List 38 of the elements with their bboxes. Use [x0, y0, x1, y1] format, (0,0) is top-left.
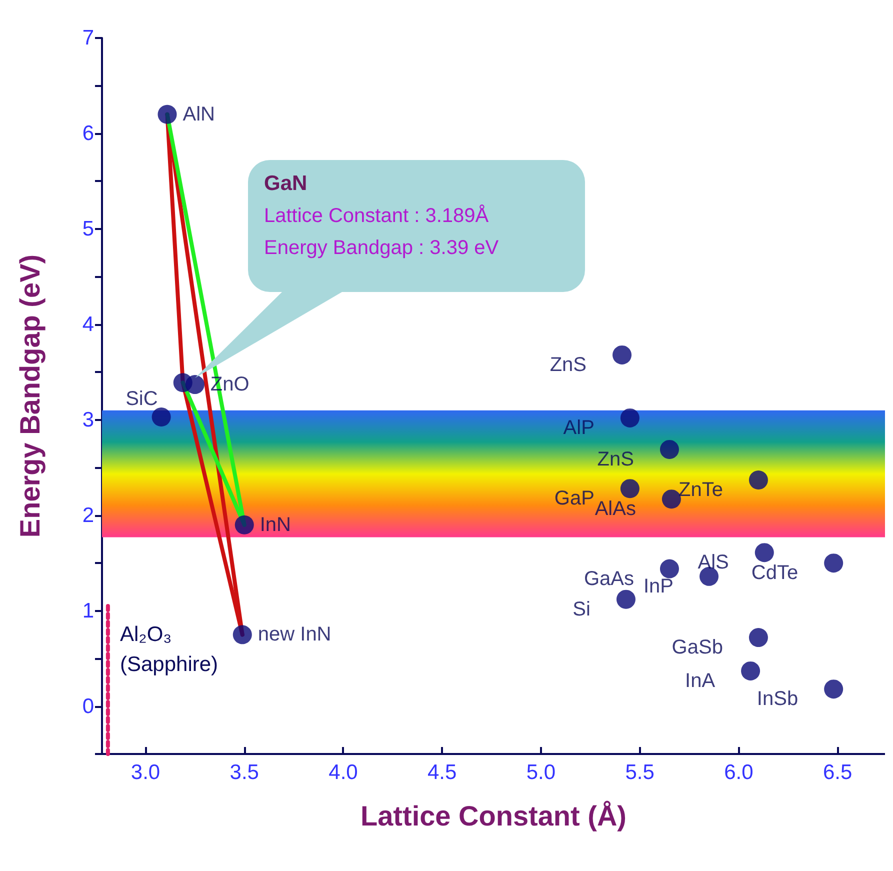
x-tick-label: 6.0: [724, 761, 754, 784]
y-tick-label: 2: [82, 504, 94, 527]
data-label: CdTe: [751, 562, 798, 584]
x-tick-label: 5.5: [625, 761, 654, 784]
x-tick-label: 4.5: [427, 761, 457, 784]
y-tick-label: 4: [82, 312, 94, 336]
data-label: InN: [260, 514, 291, 536]
x-tick-label: 3.0: [130, 761, 160, 784]
annotation: Al₂O₃ (Sapphire): [120, 622, 218, 678]
data-label: InA: [685, 670, 716, 692]
data-label: GaAs: [584, 568, 634, 590]
y-tick-label: 0: [82, 694, 94, 718]
data-label: InP: [643, 575, 674, 598]
y-tick-label: 5: [82, 217, 94, 240]
annotation: GaN Lattice Constant : 3.189Å Energy Bandgap : 3.39 eV: [264, 171, 499, 261]
data-label: Si: [572, 598, 590, 620]
data-label: AlAs: [594, 498, 636, 520]
data-label: ZnS: [597, 448, 634, 470]
data-label: ZnS: [550, 354, 587, 376]
y-tick-label: 1: [82, 599, 94, 622]
data-label: new InN: [258, 624, 332, 646]
x-tick-label: 5.0: [526, 761, 556, 784]
data-label: AlN: [182, 103, 215, 126]
y-tick-label: 3: [82, 408, 94, 432]
data-label: GaSb: [672, 636, 723, 659]
data-label: SiC: [126, 388, 158, 410]
y-tick-label: 6: [82, 122, 94, 145]
y-axis-title: Energy Bandgap (eV): [14, 254, 46, 538]
data-label: AlS: [698, 552, 729, 574]
data-label: GaP: [554, 488, 594, 510]
x-tick-label: 3.5: [230, 761, 259, 784]
data-label: InSb: [756, 688, 798, 710]
data-label: AlP: [563, 416, 594, 439]
y-tick-label: 7: [82, 26, 94, 50]
x-tick-label: 6.5: [822, 761, 852, 784]
x-tick-label: 4.0: [328, 761, 358, 784]
data-label: ZnTe: [678, 479, 723, 502]
x-axis-title: Lattice Constant (Å): [360, 800, 626, 832]
